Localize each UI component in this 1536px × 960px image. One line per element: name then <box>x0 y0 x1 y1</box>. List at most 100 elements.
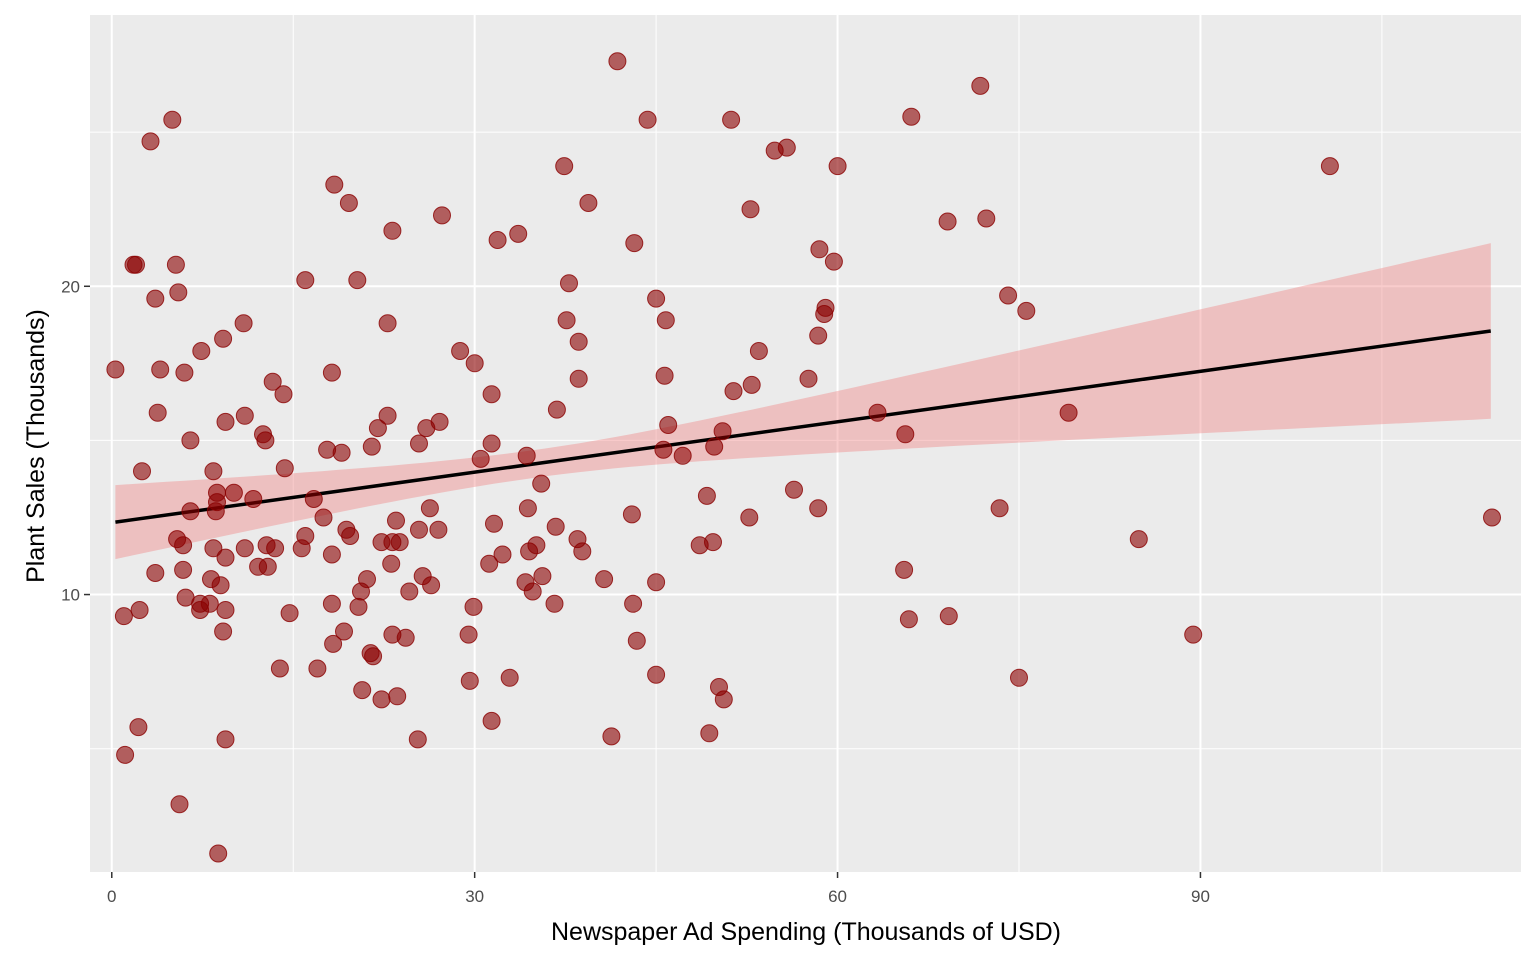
data-point <box>192 342 211 360</box>
x-axis-title: Newspaper Ad Spending (Thousands of USD) <box>551 918 1061 946</box>
data-point <box>224 483 243 502</box>
data-point <box>896 425 915 444</box>
x-tick-label: 60 <box>828 887 847 906</box>
data-point <box>433 206 451 225</box>
data-point <box>429 520 448 539</box>
data-point <box>304 490 323 508</box>
data-point <box>349 597 368 616</box>
data-point <box>602 727 621 746</box>
data-point <box>308 659 327 678</box>
data-point <box>275 459 294 478</box>
data-point <box>527 536 546 555</box>
data-point <box>174 560 193 579</box>
data-point <box>296 527 315 545</box>
y-axis-title: Plant Sales (Thousands) <box>22 309 50 583</box>
data-point <box>977 209 996 228</box>
regression-line <box>115 329 1491 524</box>
data-point <box>174 536 193 555</box>
data-point <box>482 385 501 404</box>
data-point <box>828 157 847 176</box>
data-point <box>533 567 552 586</box>
data-point <box>216 412 235 431</box>
data-point <box>471 449 490 468</box>
data-point <box>322 594 341 613</box>
data-point <box>464 597 483 616</box>
data-point <box>396 628 415 647</box>
data-point <box>971 76 990 95</box>
data-point <box>868 403 887 422</box>
data-point <box>1483 508 1501 527</box>
data-point <box>517 446 536 465</box>
data-point <box>573 542 592 561</box>
data-point <box>400 582 419 601</box>
data-point <box>509 224 528 243</box>
data-point <box>208 483 226 502</box>
data-point <box>939 607 958 626</box>
data-point <box>480 554 499 573</box>
data-point <box>625 234 644 253</box>
data-point <box>322 545 341 564</box>
data-point <box>322 363 341 382</box>
data-point <box>388 687 407 706</box>
data-point <box>579 194 598 212</box>
x-tick-label: 0 <box>107 887 116 906</box>
data-point <box>263 372 282 391</box>
data-point <box>654 440 673 459</box>
data-point <box>216 730 235 749</box>
data-point <box>532 474 551 493</box>
data-point <box>482 711 501 730</box>
data-point <box>244 490 263 508</box>
data-point <box>133 462 151 481</box>
data-point <box>181 431 200 450</box>
data-point <box>151 360 170 379</box>
data-point <box>627 631 646 650</box>
data-point <box>324 634 343 653</box>
data-point <box>166 255 185 274</box>
data-point <box>390 533 409 552</box>
data-point <box>362 437 381 456</box>
data-point <box>546 517 565 536</box>
data-point <box>234 314 253 333</box>
data-point <box>647 289 666 308</box>
data-point <box>410 434 428 453</box>
axis-ticks <box>84 285 1202 878</box>
data-point <box>256 431 275 450</box>
data-point <box>420 499 439 518</box>
data-point <box>518 499 537 518</box>
data-point <box>785 480 803 499</box>
x-tick-label: 90 <box>1191 887 1210 906</box>
data-point <box>655 366 674 385</box>
data-point <box>235 539 254 558</box>
data-point <box>777 138 796 157</box>
minor-gridlines <box>90 15 1521 872</box>
data-point <box>547 400 566 419</box>
data-point <box>325 175 344 194</box>
data-point <box>705 437 724 456</box>
data-point <box>169 283 188 302</box>
data-point <box>209 844 228 863</box>
data-point <box>560 274 578 293</box>
data-point <box>130 601 149 619</box>
data-point <box>647 573 666 592</box>
data-point <box>595 570 614 589</box>
data-point <box>809 326 828 345</box>
y-tick-label: 10 <box>61 586 80 605</box>
data-point <box>899 610 918 629</box>
data-point <box>216 548 235 567</box>
data-point <box>235 406 254 425</box>
data-point <box>724 382 743 401</box>
data-point <box>266 539 285 558</box>
data-point <box>569 332 588 351</box>
data-point <box>175 363 194 382</box>
data-point <box>1059 403 1078 422</box>
data-point <box>451 342 470 360</box>
data-point <box>638 110 657 129</box>
data-point <box>378 314 397 333</box>
confidence-ribbon <box>115 243 1491 560</box>
data-point <box>339 194 358 212</box>
data-point <box>163 110 182 129</box>
data-point <box>296 271 315 290</box>
data-point <box>127 255 145 274</box>
data-point <box>647 665 666 684</box>
